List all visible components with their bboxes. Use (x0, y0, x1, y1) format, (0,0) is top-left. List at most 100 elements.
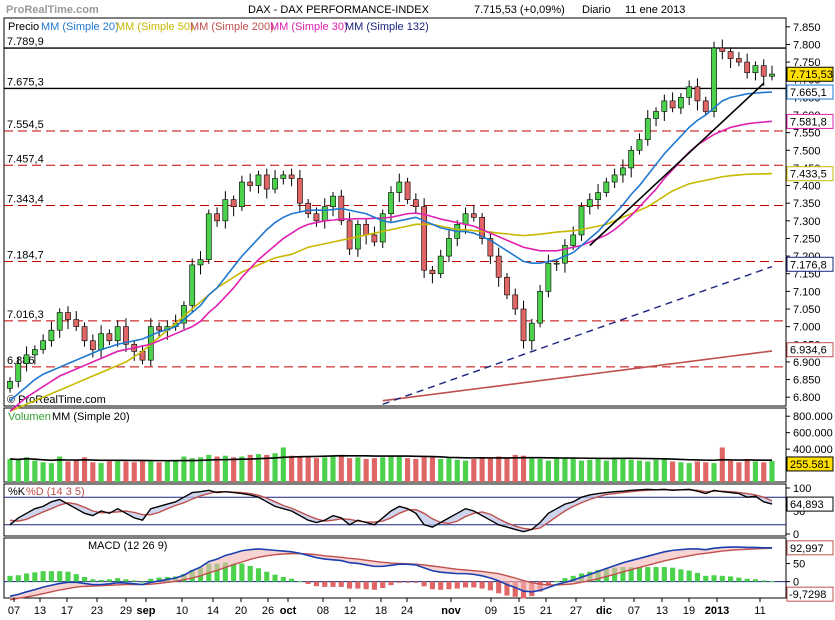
macd-title: MACD (12 26 9) (88, 540, 167, 552)
candle-body (313, 213, 320, 222)
macd-histogram-bar (48, 571, 54, 582)
volume-bar (73, 460, 79, 482)
macd-badge-bottom-label: -9,7298 (789, 589, 826, 601)
candle-body (48, 329, 55, 342)
macd-histogram-bar (487, 581, 493, 591)
volume-bar (769, 460, 775, 482)
candle-body (65, 312, 71, 320)
trend-line (589, 82, 765, 247)
candle-body (321, 206, 328, 222)
level-label: 7.789,9 (7, 36, 44, 48)
volume-bar (761, 462, 767, 482)
macd-histogram-bar (131, 580, 137, 582)
candle-body (230, 199, 237, 208)
volume-bar (40, 462, 46, 482)
x-tick-label: 13 (656, 605, 668, 617)
candle-body (669, 100, 676, 109)
watermark: ProRealTime.com (6, 4, 99, 16)
volume-ma-label: MM (Simple 20) (52, 411, 130, 423)
macd-histogram-bar (396, 581, 402, 583)
period-label: Diario (582, 4, 611, 16)
macd-histogram-bar (73, 574, 79, 582)
macd-histogram-bar (280, 576, 286, 582)
volume-tick-label: 600.000 (793, 428, 833, 440)
volume-badge-label: 255.581 (790, 459, 830, 471)
candle-body (578, 206, 585, 236)
macd-histogram-bar (653, 567, 659, 582)
x-tick-label: 2013 (705, 605, 729, 617)
price-tick-label: 7.000 (793, 322, 821, 334)
volume-bar (181, 456, 187, 482)
candle-body (371, 234, 378, 243)
x-tick-label: 08 (317, 605, 329, 617)
price-badge-label: 7.715,53 (790, 69, 833, 81)
candle-body (470, 213, 477, 218)
volume-bar (645, 461, 651, 482)
level-label: 7.343,4 (7, 194, 44, 206)
macd-histogram-bar (545, 581, 551, 586)
level-label: 7.016,3 (7, 309, 44, 321)
stoch-k-line (9, 488, 773, 533)
candle-body (214, 213, 220, 222)
candle-body (222, 199, 229, 222)
candle-body (603, 181, 610, 193)
macd-histogram-bar (761, 580, 767, 582)
candle-body (31, 349, 38, 356)
macd-histogram-bar (90, 579, 96, 582)
volume-bar (371, 458, 378, 482)
macd-histogram-bar (297, 581, 303, 583)
price-tick-label: 7.500 (793, 145, 821, 157)
price-badge-box (786, 113, 834, 129)
candle-body (437, 255, 444, 275)
candle-body (114, 326, 121, 342)
macd-histogram-bar (744, 578, 750, 582)
x-tick-label: 21 (540, 605, 552, 617)
stoch-tick-label: 0 (793, 529, 799, 541)
volume-bar (636, 460, 643, 482)
volume-bar (272, 453, 278, 482)
volume-bar (562, 457, 568, 482)
volume-bar (131, 462, 137, 482)
macd-tick-label: 0 (793, 577, 799, 589)
volume-bar (438, 458, 444, 482)
candle-body (56, 312, 63, 331)
price-tick-label: 7.750 (793, 57, 821, 69)
macd-histogram-bar (570, 575, 576, 582)
x-tick-label: 10 (176, 605, 188, 617)
volume-bar (289, 455, 295, 482)
candle-body (711, 47, 717, 112)
price-badge-box (786, 84, 834, 100)
price-tick-label: 6.850 (793, 375, 821, 387)
candle-body (15, 363, 22, 382)
stoch-d-line (9, 489, 773, 531)
x-tick-label: 09 (485, 605, 497, 617)
macd-histogram-bar (628, 567, 634, 582)
macd-histogram-bar (330, 581, 336, 587)
candle-body (661, 100, 668, 112)
candle-body (611, 174, 618, 183)
price-tick-label: 7.050 (793, 304, 821, 316)
volume-bar (661, 458, 667, 482)
stoch-badge-label: 64,893 (790, 499, 824, 511)
macd-histogram-bar (338, 581, 344, 587)
candle-body (719, 47, 726, 52)
volume-bar (214, 456, 220, 482)
copyright: © ProRealTime.com (7, 394, 106, 406)
macd-badge-top-box (786, 540, 834, 556)
macd-fill (10, 547, 772, 600)
macd-histogram-bar (222, 562, 228, 582)
price-panel[interactable] (3, 17, 787, 407)
volume-bar (98, 463, 104, 482)
macd-histogram-bar (81, 576, 88, 582)
macd-histogram-bar (65, 571, 71, 582)
price-badge-label: 7.665,1 (790, 87, 827, 99)
macd-histogram-bar (413, 581, 419, 583)
candle-body (727, 51, 734, 59)
volume-bar (15, 459, 21, 482)
volume-bar (711, 463, 717, 482)
volume-bar (587, 459, 593, 482)
macd-histogram-bar (479, 581, 485, 589)
macd-histogram-bar (313, 581, 320, 587)
volume-bar (197, 457, 204, 482)
candle-body (686, 86, 693, 98)
